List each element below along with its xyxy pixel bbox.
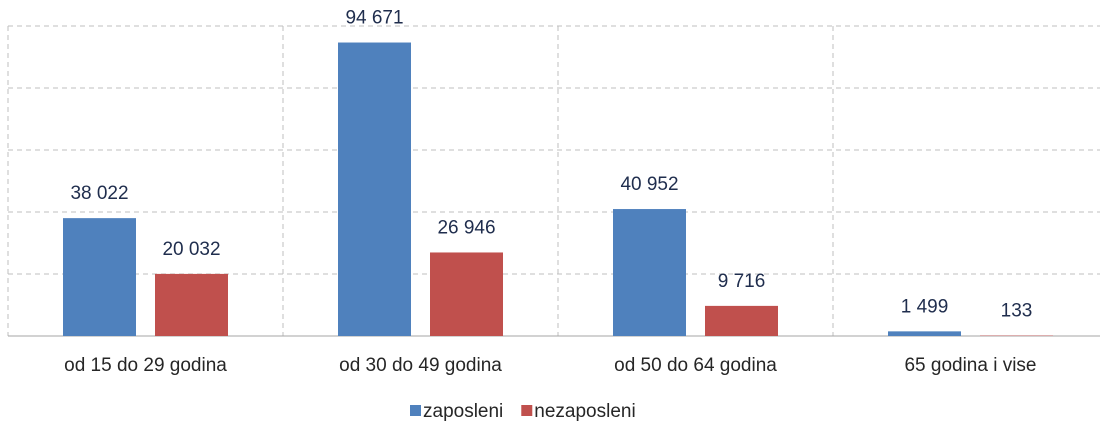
- legend-label: zaposleni: [423, 401, 503, 422]
- value-label: 94 671: [345, 8, 403, 29]
- x-tick-label: od 30 do 49 godina: [339, 355, 502, 376]
- value-label: 9 716: [718, 271, 766, 292]
- legend-swatch: [521, 405, 533, 416]
- x-tick-label: od 15 do 29 godina: [64, 355, 227, 376]
- value-label: 26 946: [437, 217, 495, 238]
- bar: [63, 218, 136, 336]
- x-tick-label: od 50 do 64 godina: [614, 355, 777, 376]
- bar: [430, 252, 503, 336]
- value-label: 1 499: [901, 296, 949, 317]
- x-tick-label: 65 godina i vise: [904, 355, 1036, 376]
- bar: [613, 209, 686, 336]
- bar: [155, 273, 228, 336]
- value-label: 20 032: [162, 239, 220, 260]
- legend-label: nezaposleni: [534, 401, 635, 422]
- legend-swatch: [410, 405, 421, 416]
- value-label: 40 952: [620, 174, 678, 195]
- bar: [338, 42, 411, 337]
- bar: [888, 331, 961, 336]
- bar: [705, 305, 778, 336]
- value-label: 133: [1001, 301, 1033, 322]
- value-label: 38 022: [70, 183, 128, 204]
